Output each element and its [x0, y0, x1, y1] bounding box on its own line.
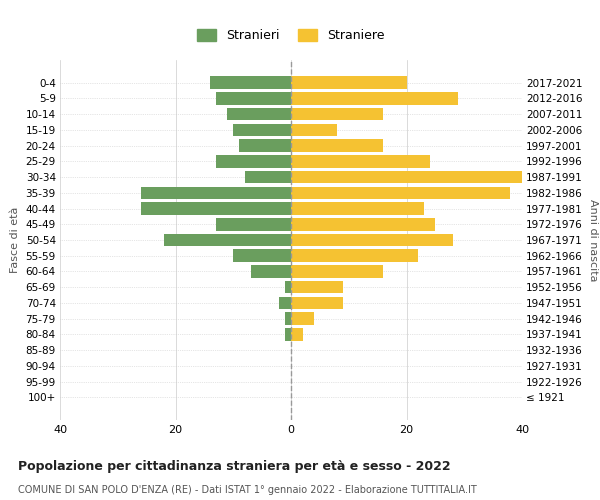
Bar: [210, 76, 291, 89]
Bar: [233, 124, 291, 136]
Bar: [164, 234, 291, 246]
Bar: [291, 202, 424, 215]
Bar: [233, 250, 291, 262]
Bar: [291, 281, 343, 293]
Bar: [291, 218, 436, 230]
Bar: [245, 171, 291, 183]
Bar: [291, 328, 302, 340]
Bar: [291, 171, 522, 183]
Bar: [216, 92, 291, 104]
Bar: [239, 140, 291, 152]
Bar: [291, 312, 314, 325]
Y-axis label: Anni di nascita: Anni di nascita: [589, 198, 598, 281]
Bar: [280, 296, 291, 309]
Bar: [291, 92, 458, 104]
Bar: [227, 108, 291, 120]
Bar: [251, 265, 291, 278]
Bar: [291, 265, 383, 278]
Legend: Stranieri, Straniere: Stranieri, Straniere: [191, 23, 391, 48]
Bar: [291, 186, 511, 199]
Text: COMUNE DI SAN POLO D'ENZA (RE) - Dati ISTAT 1° gennaio 2022 - Elaborazione TUTTI: COMUNE DI SAN POLO D'ENZA (RE) - Dati IS…: [18, 485, 477, 495]
Bar: [291, 155, 430, 168]
Bar: [291, 250, 418, 262]
Bar: [291, 140, 383, 152]
Bar: [141, 202, 291, 215]
Bar: [285, 281, 291, 293]
Bar: [141, 186, 291, 199]
Bar: [291, 296, 343, 309]
Bar: [291, 234, 453, 246]
Bar: [291, 76, 407, 89]
Bar: [291, 108, 383, 120]
Bar: [216, 218, 291, 230]
Bar: [285, 328, 291, 340]
Bar: [216, 155, 291, 168]
Bar: [291, 124, 337, 136]
Y-axis label: Fasce di età: Fasce di età: [10, 207, 20, 273]
Text: Popolazione per cittadinanza straniera per età e sesso - 2022: Popolazione per cittadinanza straniera p…: [18, 460, 451, 473]
Bar: [285, 312, 291, 325]
